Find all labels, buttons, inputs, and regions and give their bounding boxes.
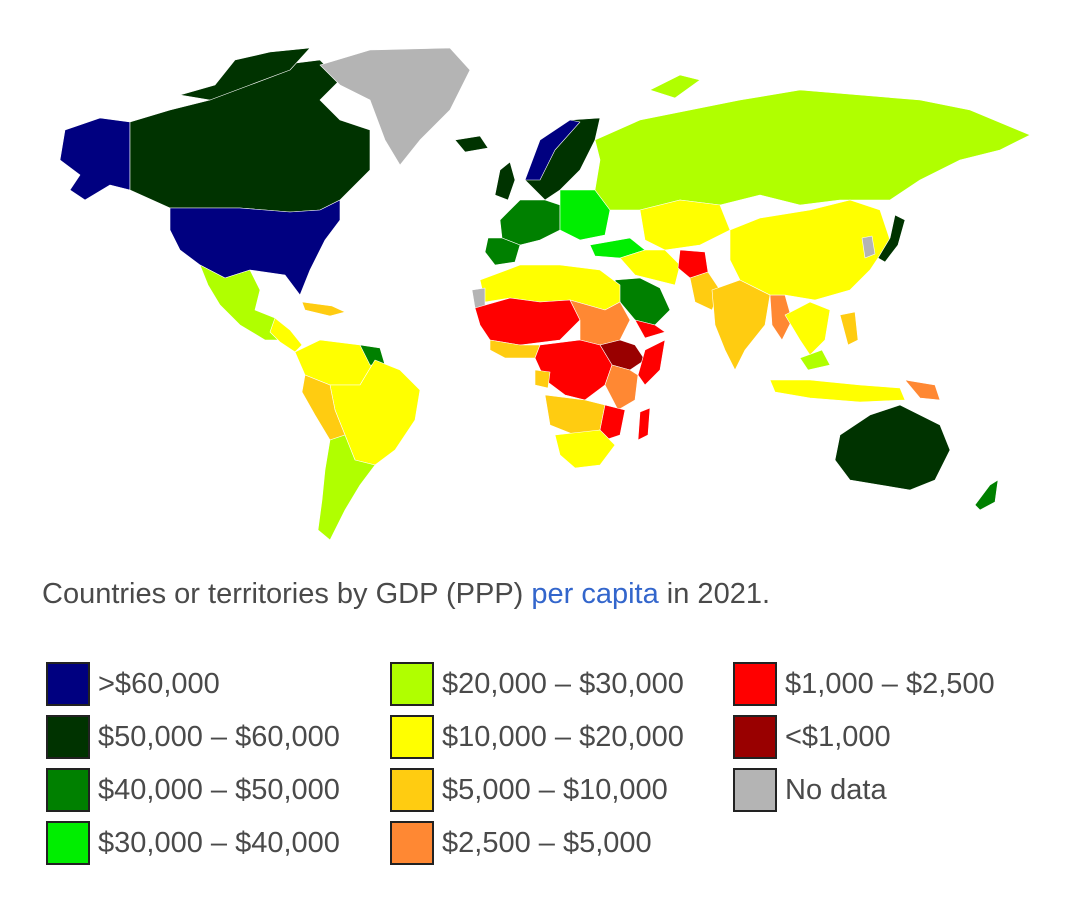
legend-label: <$1,000 bbox=[785, 720, 891, 753]
region-malaysia bbox=[799, 349, 831, 371]
legend-item: No data bbox=[733, 767, 887, 813]
region-gabon bbox=[534, 369, 551, 389]
region-caribbean bbox=[301, 301, 346, 317]
legend-swatch bbox=[390, 821, 434, 865]
legend-label: $10,000 – $20,000 bbox=[442, 720, 684, 753]
region-iberia bbox=[484, 237, 521, 266]
legend-item: $10,000 – $20,000 bbox=[390, 714, 684, 760]
legend-swatch bbox=[733, 662, 777, 706]
region-china bbox=[729, 199, 891, 301]
legend-label: $50,000 – $60,000 bbox=[98, 720, 340, 753]
region-japan bbox=[877, 214, 906, 263]
region-arctic-islands bbox=[179, 47, 311, 101]
legend-swatch bbox=[46, 821, 90, 865]
region-uk bbox=[494, 161, 516, 201]
legend-swatch bbox=[390, 662, 434, 706]
legend-label: $5,000 – $10,000 bbox=[442, 773, 668, 806]
region-russia-arctic bbox=[649, 74, 701, 99]
legend-item: $5,000 – $10,000 bbox=[390, 767, 668, 813]
legend-item: >$60,000 bbox=[46, 661, 220, 707]
legend-swatch bbox=[46, 768, 90, 812]
legend-label: $1,000 – $2,500 bbox=[785, 667, 995, 700]
legend-label: $20,000 – $30,000 bbox=[442, 667, 684, 700]
legend-item: <$1,000 bbox=[733, 714, 891, 760]
legend-swatch bbox=[733, 715, 777, 759]
region-india bbox=[711, 279, 771, 371]
region-somalia bbox=[637, 339, 666, 386]
region-east-africa bbox=[604, 364, 639, 411]
world-map bbox=[59, 47, 1031, 541]
region-middle-east bbox=[619, 249, 681, 286]
region-central-asia bbox=[639, 199, 731, 251]
legend-item: $1,000 – $2,500 bbox=[733, 661, 995, 707]
region-iceland bbox=[454, 135, 489, 153]
caption-text-end: in 2021. bbox=[658, 578, 771, 610]
legend-swatch bbox=[390, 715, 434, 759]
region-philippines bbox=[839, 311, 859, 346]
region-angola-zambia bbox=[544, 394, 606, 436]
legend-swatch bbox=[46, 662, 90, 706]
caption-text: Countries or territories by GDP (PPP) bbox=[42, 578, 532, 610]
legend-item: $2,500 – $5,000 bbox=[390, 820, 652, 866]
legend-label: $30,000 – $40,000 bbox=[98, 826, 340, 859]
legend-swatch bbox=[733, 768, 777, 812]
region-greenland bbox=[319, 47, 471, 166]
region-southeast-asia bbox=[784, 301, 831, 356]
legend-swatch bbox=[46, 715, 90, 759]
legend-label: No data bbox=[785, 773, 887, 806]
region-indonesia bbox=[769, 379, 906, 403]
region-yemen bbox=[634, 319, 666, 339]
region-mozambique bbox=[599, 404, 626, 441]
legend-item: $50,000 – $60,000 bbox=[46, 714, 340, 760]
legend-label: $40,000 – $50,000 bbox=[98, 773, 340, 806]
region-western-europe bbox=[499, 199, 561, 246]
region-russia bbox=[594, 89, 1031, 211]
legend-swatch bbox=[390, 768, 434, 812]
legend-item: $20,000 – $30,000 bbox=[390, 661, 684, 707]
legend-label: >$60,000 bbox=[98, 667, 220, 700]
region-korea bbox=[861, 235, 876, 259]
region-southern-cone bbox=[317, 434, 376, 541]
map-caption: Countries or territories by GDP (PPP) pe… bbox=[42, 578, 770, 611]
region-west-africa bbox=[474, 297, 581, 346]
legend-item: $40,000 – $50,000 bbox=[46, 767, 340, 813]
region-new-zealand bbox=[974, 479, 999, 511]
legend-label: $2,500 – $5,000 bbox=[442, 826, 652, 859]
region-norway bbox=[524, 119, 581, 181]
per-capita-link[interactable]: per capita bbox=[531, 578, 659, 610]
region-central-africa bbox=[534, 339, 613, 401]
region-southern-africa bbox=[554, 429, 616, 469]
region-saudi-arabia bbox=[614, 277, 671, 326]
region-alaska bbox=[59, 117, 131, 201]
region-papua-new-guinea bbox=[904, 379, 941, 401]
region-madagascar bbox=[637, 407, 651, 441]
legend-item: $30,000 – $40,000 bbox=[46, 820, 340, 866]
region-australia bbox=[834, 404, 951, 491]
region-central-america bbox=[269, 317, 303, 353]
